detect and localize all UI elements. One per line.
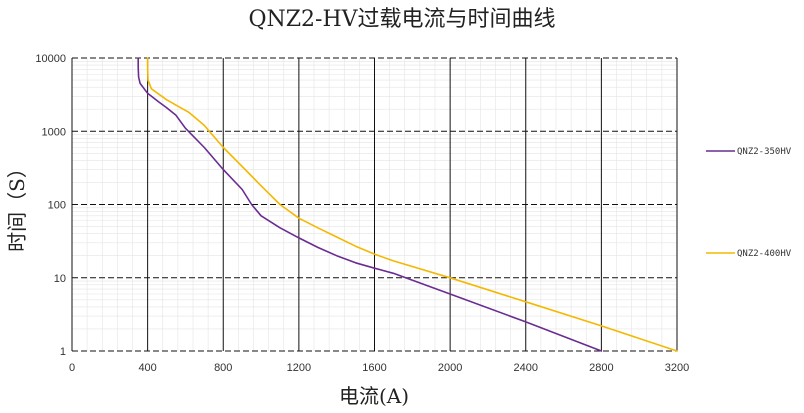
y-tick-label: 100 (48, 200, 66, 212)
legend-label: QNZ2-400HV (737, 249, 792, 259)
y-axis-title: 时间（S） (5, 158, 29, 252)
x-tick-label: 2400 (514, 362, 538, 374)
x-axis-ticks: 0 400 800 1200 1600 2000 2400 2800 3200 (69, 362, 689, 374)
chart-title: QNZ2-HV过载电流与时间曲线 (248, 7, 555, 32)
legend: QNZ2-350HV QNZ2-400HV (706, 147, 792, 259)
y-tick-label: 10000 (35, 53, 66, 65)
x-tick-label: 1200 (287, 362, 311, 374)
series-line-qnz2-400hv (146, 57, 678, 352)
x-tick-label: 2800 (589, 362, 613, 374)
y-axis-ticks: 1 10 100 1000 10000 (35, 53, 66, 358)
x-axis-title: 电流(A) (339, 384, 409, 408)
series-line-qnz2-350hv (137, 57, 603, 352)
x-tick-label: 3200 (665, 362, 689, 374)
y-tick-label: 1000 (42, 126, 66, 138)
x-tick-label: 1600 (362, 362, 386, 374)
y-tick-label: 1 (60, 346, 66, 358)
legend-label: QNZ2-350HV (737, 147, 792, 157)
x-tick-label: 400 (138, 362, 156, 374)
series-lines (137, 57, 678, 352)
y-tick-label: 10 (54, 273, 66, 285)
x-tick-label: 0 (69, 362, 75, 374)
x-tick-label: 2000 (438, 362, 462, 374)
x-tick-label: 800 (214, 362, 232, 374)
